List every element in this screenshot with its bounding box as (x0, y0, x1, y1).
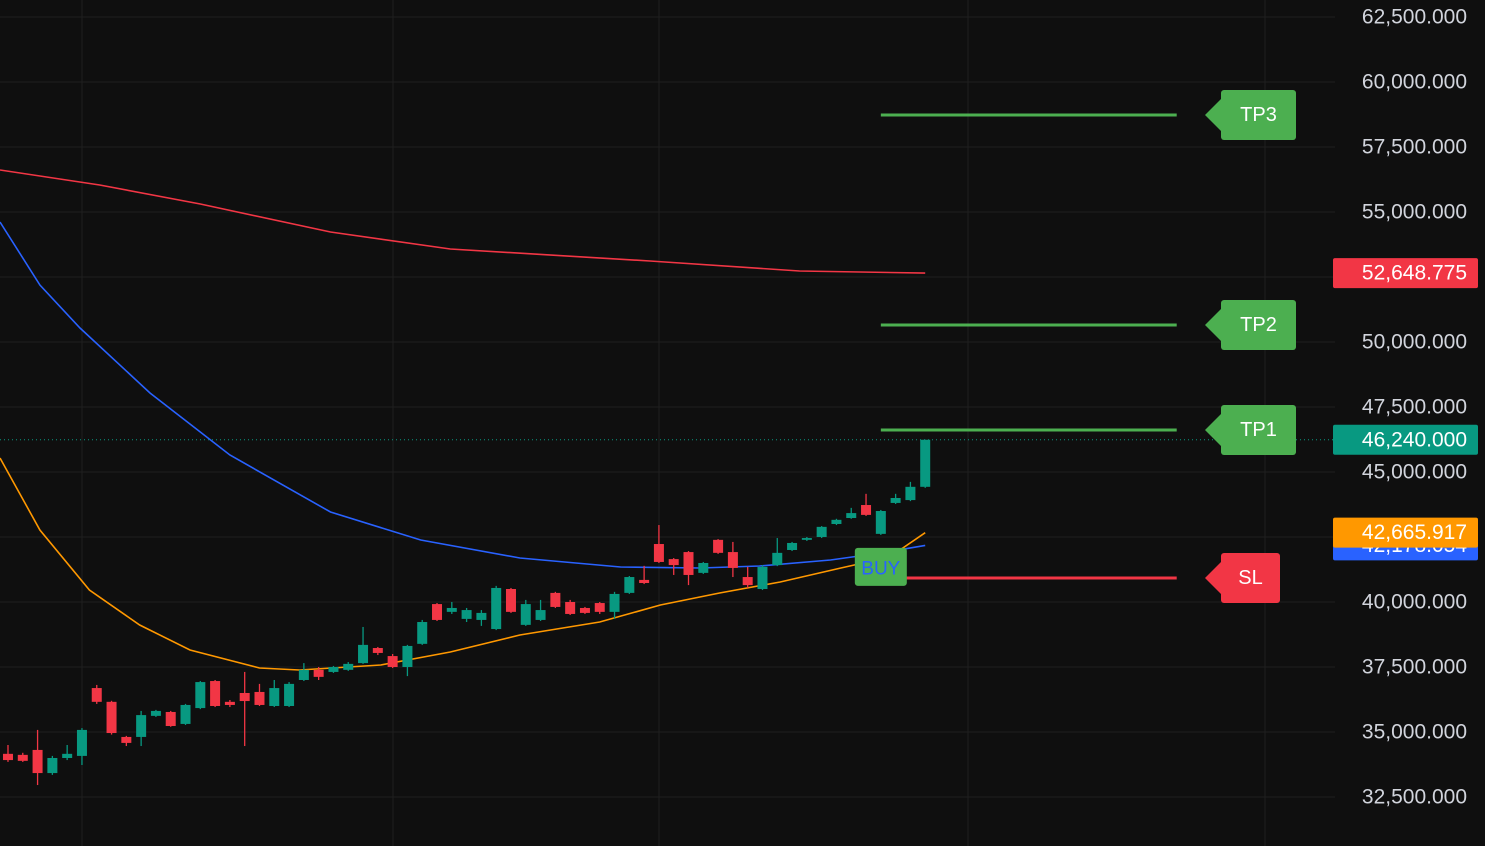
candle-body (446, 607, 457, 612)
candle-body (254, 691, 265, 705)
candle-body (269, 688, 280, 706)
candle-body (91, 688, 102, 702)
moving-average-line (0, 169, 926, 274)
candle-body (47, 757, 58, 774)
candle-body (121, 736, 132, 743)
y-tick-label: 40,000.000 (1362, 590, 1467, 613)
candle-body (32, 749, 43, 774)
candle-body (224, 701, 235, 705)
candle-body (875, 510, 886, 534)
y-tick-label: 62,500.000 (1362, 6, 1467, 29)
candle-body (757, 566, 768, 589)
candle-body (328, 666, 339, 672)
candle-body (698, 562, 709, 573)
candle-body (402, 645, 413, 667)
y-tick-label: 37,500.000 (1362, 655, 1467, 678)
candle-body (491, 587, 502, 630)
candle-body (180, 704, 191, 724)
candle-body (520, 604, 531, 625)
y-tick-label: 55,000.000 (1362, 201, 1467, 224)
level-badge (1221, 552, 1280, 603)
level-badge (1221, 299, 1296, 350)
candle-body (476, 612, 487, 620)
candle-body (787, 542, 798, 550)
candle-body (594, 603, 605, 612)
candle-body (579, 607, 590, 613)
candle-body (565, 601, 576, 614)
candle-body (313, 669, 324, 677)
candle-body (905, 486, 916, 501)
candle-body (668, 559, 679, 566)
level-label: TP3 (1240, 104, 1277, 126)
candle-body (195, 682, 206, 709)
candle-body (62, 753, 73, 758)
candle-body (461, 610, 472, 619)
candle-body (846, 513, 857, 519)
candle-body (106, 701, 117, 734)
candle-body (890, 497, 901, 503)
candle-body (76, 729, 87, 756)
y-tick-label: 35,000.000 (1362, 720, 1467, 743)
candle-body (372, 648, 383, 653)
candle-body (432, 604, 443, 620)
candle-body (742, 577, 753, 586)
candle-body (639, 579, 650, 584)
candle-body (17, 754, 28, 761)
buy-label: BUY (861, 558, 900, 579)
moving-average-line (0, 221, 926, 569)
level-label: SL (1238, 567, 1262, 589)
current-price-label: 46,240.000 (1362, 428, 1467, 451)
level-badge (1221, 404, 1296, 455)
y-tick-label: 50,000.000 (1362, 330, 1467, 353)
candle-body (343, 663, 354, 670)
buy-badge (854, 547, 907, 586)
level-label: TP2 (1240, 314, 1277, 336)
moving-average-price-label: 52,648.775 (1362, 262, 1467, 285)
candle-body (284, 683, 295, 706)
candle-body (920, 439, 931, 487)
candle-body (2, 753, 13, 761)
candle-body (387, 656, 398, 667)
candle-body (358, 644, 369, 664)
level-label: TP1 (1240, 419, 1277, 441)
candle-body (136, 715, 147, 737)
current-price-badge (1333, 424, 1478, 455)
time-grid (81, 0, 1266, 846)
candle-body (239, 692, 250, 702)
candle-body (150, 710, 161, 716)
y-tick-label: 60,000.000 (1362, 71, 1467, 94)
candle-body (505, 588, 516, 612)
y-tick-label: 45,000.000 (1362, 460, 1467, 483)
level-badge-arrow (1205, 98, 1221, 131)
candle-body (165, 711, 176, 727)
candle-body (727, 552, 738, 568)
moving-average-price-label: 42,665.917 (1362, 521, 1467, 544)
candle-body (713, 539, 724, 553)
level-badge (1221, 89, 1296, 140)
y-tick-label: 47,500.000 (1362, 395, 1467, 418)
candle-body (831, 519, 842, 524)
candle-body (624, 577, 635, 593)
level-badge-arrow (1205, 413, 1221, 446)
moving-average-price-badge (1333, 517, 1478, 548)
candle-body (535, 610, 546, 620)
level-badge-arrow (1205, 308, 1221, 341)
y-tick-label: 57,500.000 (1362, 136, 1467, 159)
candle-body (210, 681, 221, 706)
candle-body (298, 669, 309, 680)
candle-body (550, 592, 561, 607)
candle-body (801, 538, 812, 540)
candle-body (683, 552, 694, 575)
candle-body (816, 526, 827, 537)
candle-body (609, 593, 620, 612)
level-badge-arrow (1205, 561, 1221, 594)
candle-body (417, 622, 428, 644)
candle-body (772, 552, 783, 566)
candle-body (861, 505, 872, 515)
moving-average-price-badge (1333, 258, 1478, 289)
candle-body (653, 544, 664, 562)
moving-average-line (0, 457, 926, 671)
y-tick-label: 32,500.000 (1362, 785, 1467, 808)
